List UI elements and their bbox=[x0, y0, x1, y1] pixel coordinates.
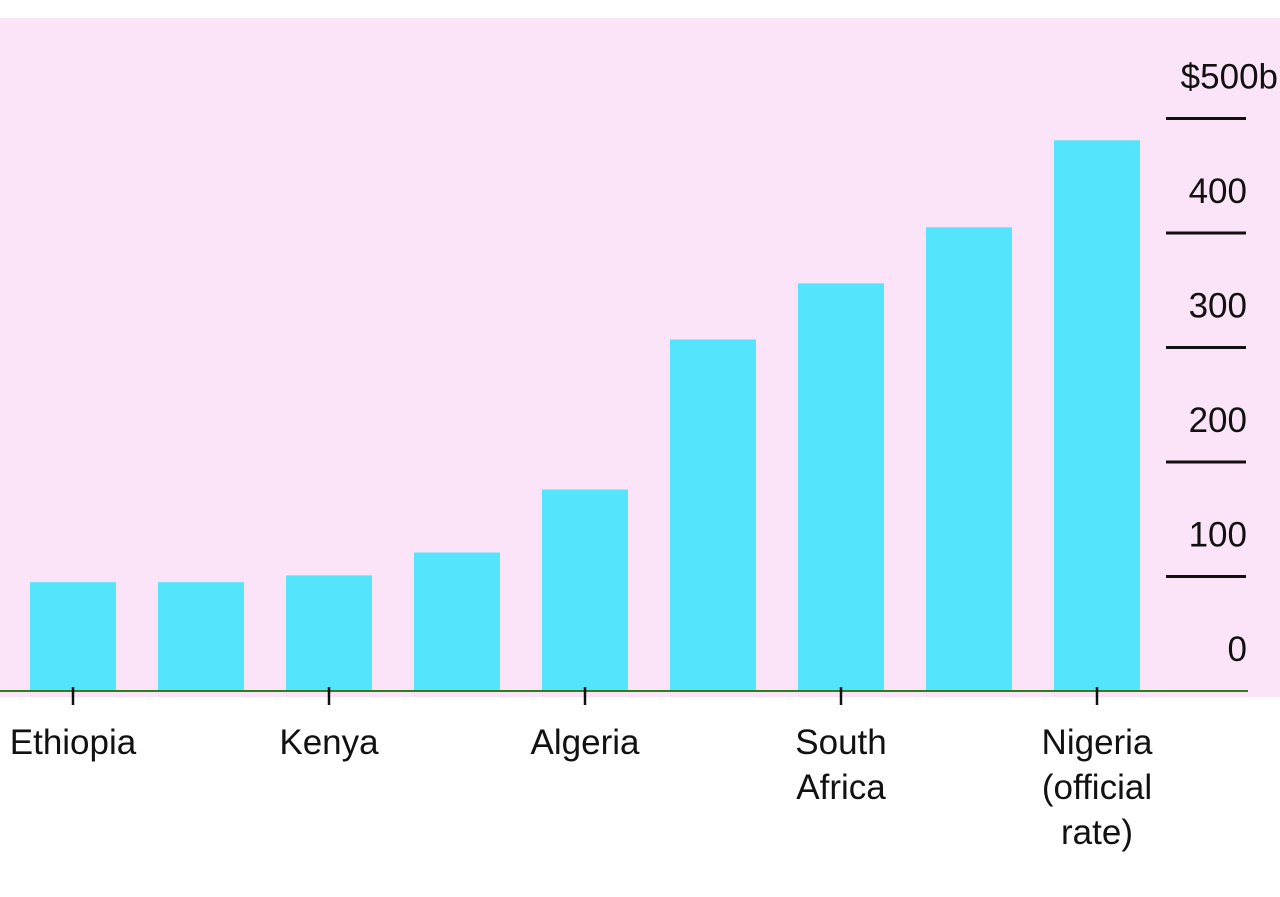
bar-2 bbox=[286, 575, 372, 691]
bar-0 bbox=[30, 582, 116, 691]
bar-4 bbox=[542, 489, 628, 691]
x-label-8-line-2: rate) bbox=[1061, 813, 1133, 852]
x-ticks-group bbox=[71, 687, 1099, 705]
y-tick-label-500: $500b bbox=[1181, 58, 1278, 97]
x-label-0-line-0: Ethiopia bbox=[10, 723, 137, 762]
y-tick-label-200: 200 bbox=[1189, 401, 1247, 440]
x-label-6-line-0: South bbox=[795, 723, 886, 762]
x-labels-group: Ethiopia Kenya Algeria South Africa Nigeria (o… bbox=[10, 723, 1153, 852]
x-label-6-line-1: Africa bbox=[796, 768, 886, 807]
y-ticks-group: 0 100 200 300 400 $500b bbox=[1166, 58, 1278, 669]
x-label-8-line-1: (official bbox=[1042, 768, 1152, 807]
x-label-4-line-0: Algeria bbox=[531, 723, 640, 762]
x-label-8-line-0: Nigeria bbox=[1042, 723, 1153, 762]
y-tick-label-0: 0 bbox=[1228, 630, 1247, 669]
bars-group bbox=[30, 140, 1140, 692]
y-tick-label-400: 400 bbox=[1189, 172, 1247, 211]
y-tick-label-100: 100 bbox=[1189, 516, 1247, 555]
y-tick-label-300: 300 bbox=[1189, 287, 1247, 326]
bar-5 bbox=[670, 339, 756, 691]
bar-1 bbox=[158, 582, 244, 691]
bar-7 bbox=[926, 227, 1012, 692]
x-label-2-line-0: Kenya bbox=[279, 723, 379, 762]
bar-8 bbox=[1054, 140, 1140, 692]
bar-3 bbox=[414, 552, 500, 691]
bar-6 bbox=[798, 283, 884, 691]
